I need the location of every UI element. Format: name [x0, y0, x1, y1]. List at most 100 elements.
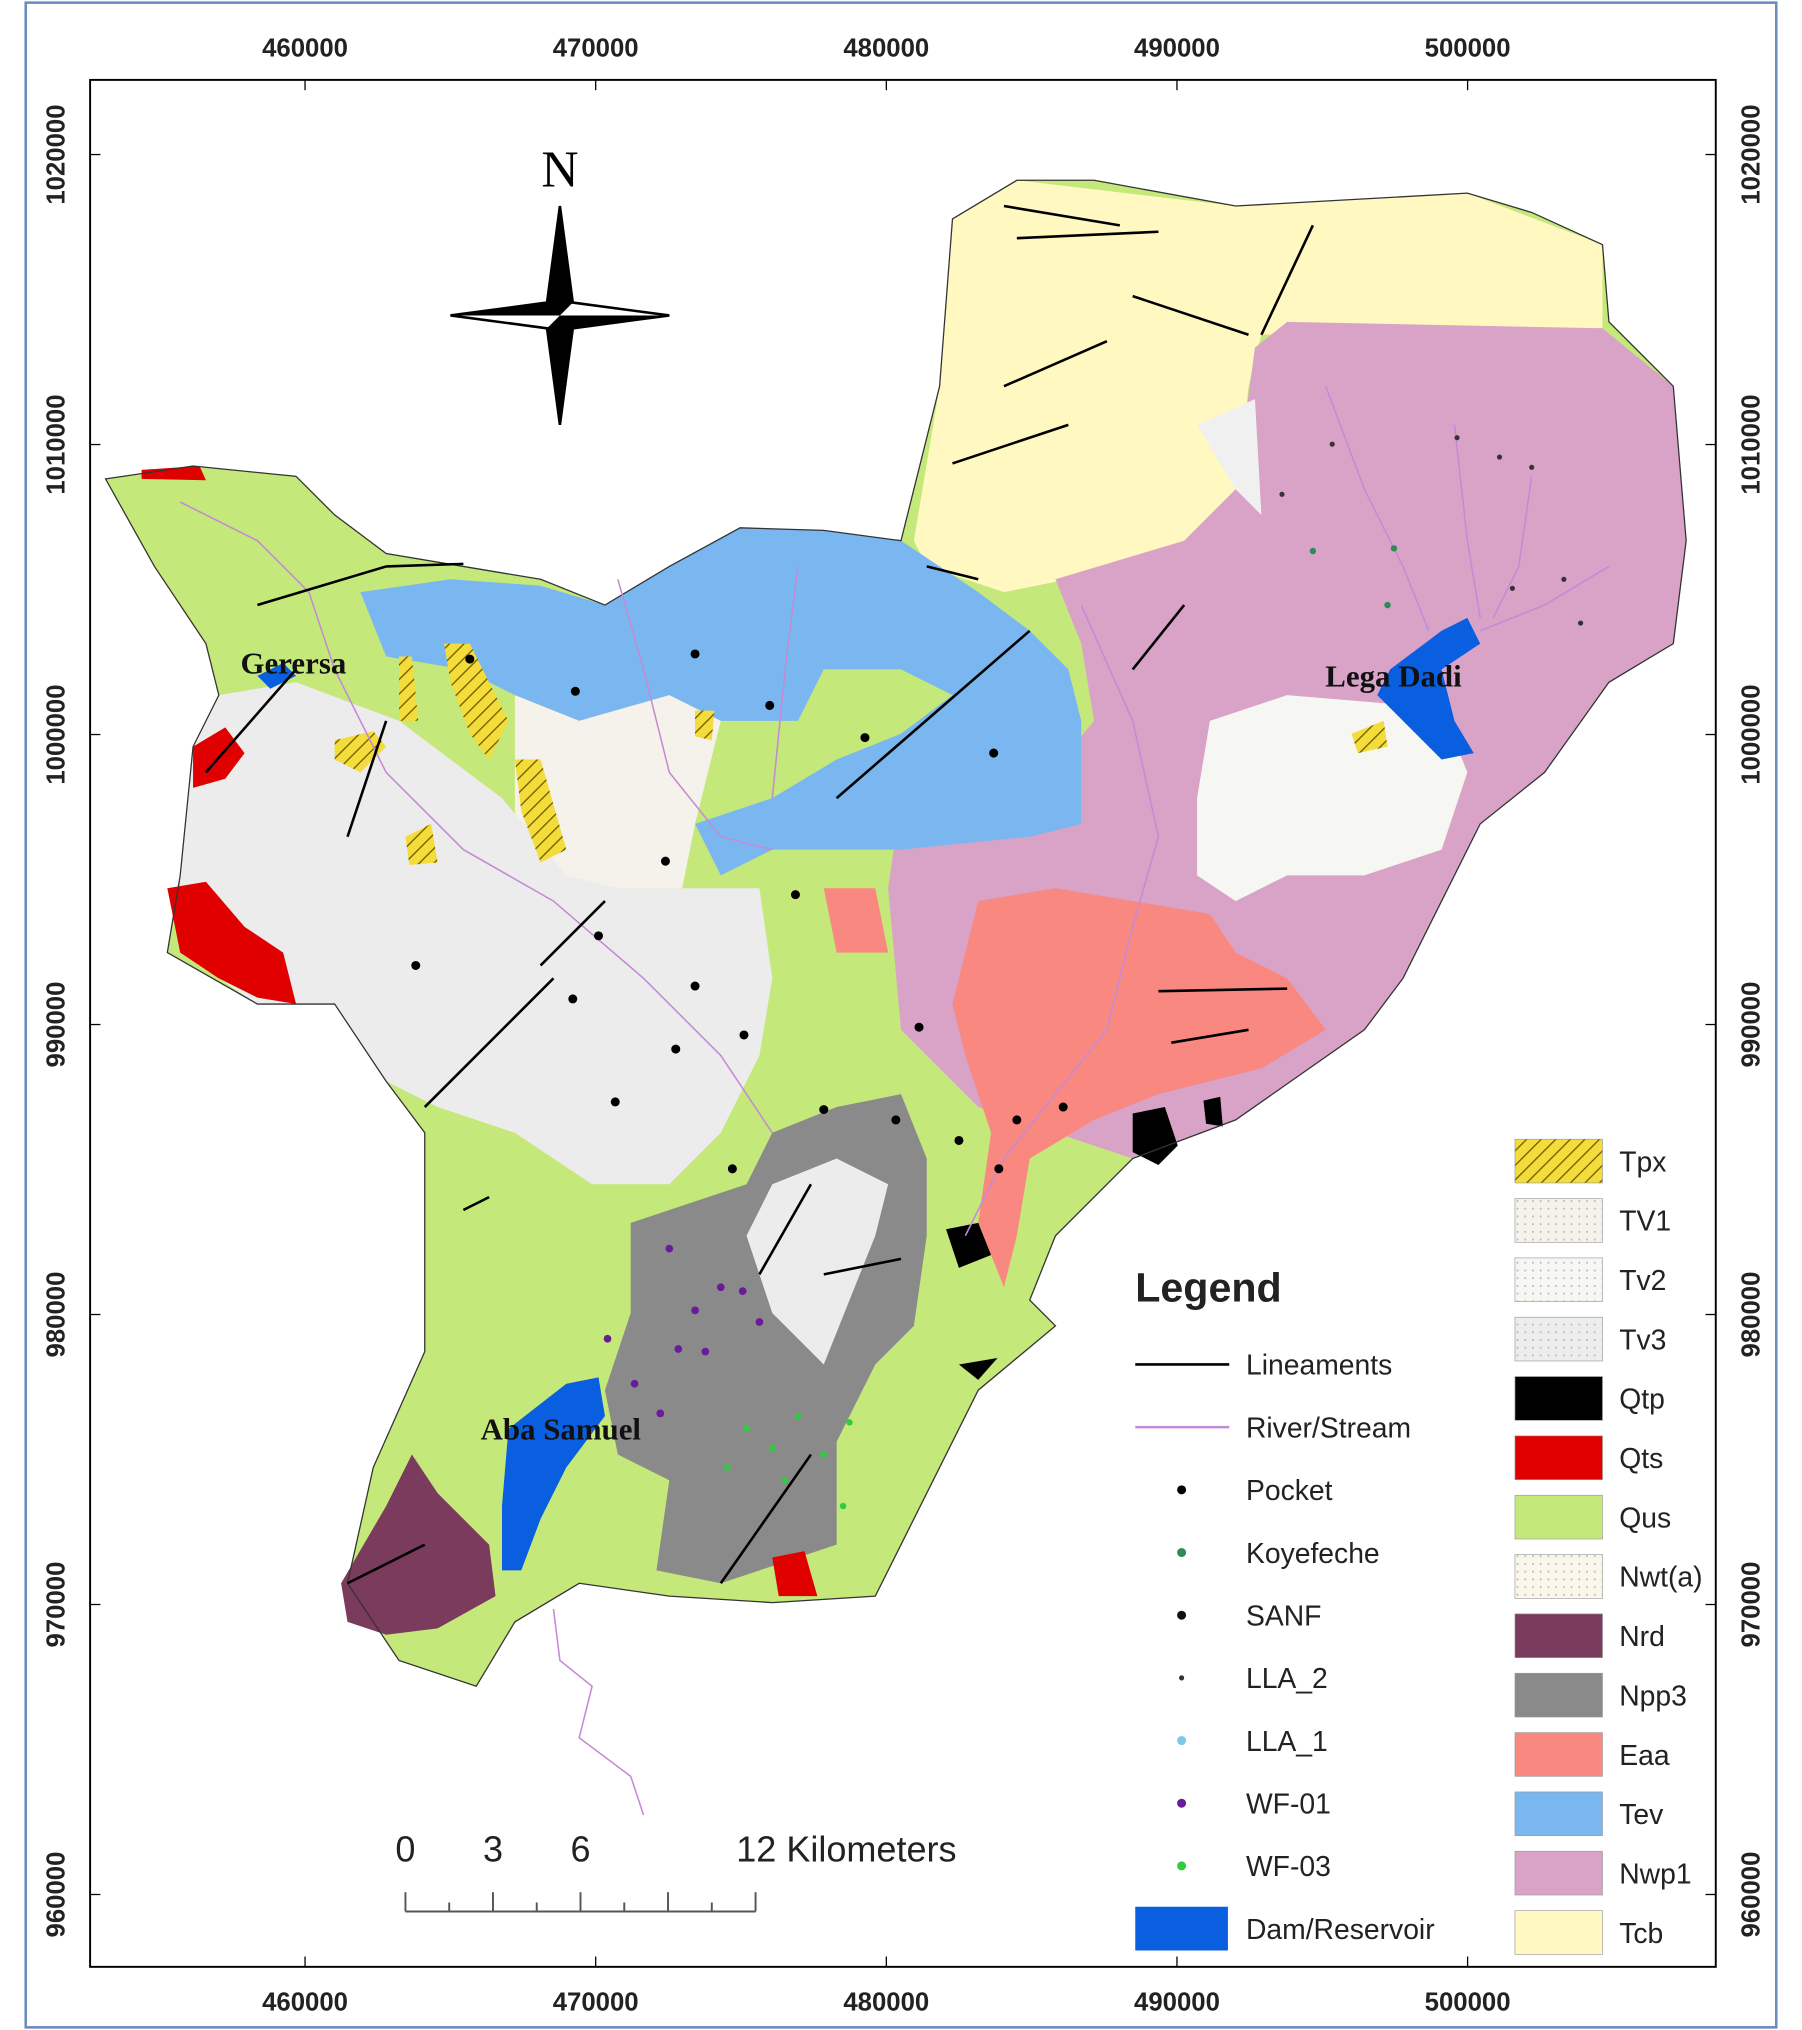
pocket-point [739, 1030, 749, 1040]
unit-tcb [913, 180, 1603, 593]
legend-swatch [1514, 1613, 1603, 1658]
river [552, 1608, 645, 1816]
x-tick-label: 460000 [262, 1989, 348, 2017]
legend-point [1177, 1736, 1187, 1746]
y-tick-label: 990000 [1738, 982, 1766, 1068]
lineament [1131, 604, 1186, 671]
wf01-point [603, 1334, 612, 1343]
legend-swatch [1514, 1732, 1603, 1777]
lineament [346, 720, 388, 838]
wf03-point [781, 1477, 789, 1484]
lla2-point [1561, 576, 1567, 582]
outer-border [24, 1, 1778, 2029]
y-tick-label: 970000 [42, 1562, 70, 1648]
pocket-point [610, 1097, 620, 1107]
legend-label: TV1 [1619, 1205, 1671, 1237]
pocket-point [594, 931, 604, 941]
legend-label: Tpx [1619, 1145, 1666, 1177]
scale-label: 12 Kilometers [736, 1828, 956, 1869]
wf01-point [738, 1287, 747, 1295]
lla2-point [1578, 620, 1584, 626]
unit-tv3-b [746, 1158, 889, 1365]
lineament [257, 565, 387, 607]
x-tick-label: 500000 [1425, 35, 1511, 63]
legend-label: WF-03 [1246, 1850, 1331, 1882]
legend-point [1179, 1675, 1185, 1681]
wf01-point [665, 1244, 674, 1253]
lla2-point [1529, 464, 1535, 470]
koyefeche-point [1309, 547, 1317, 555]
x-tick-label: 480000 [843, 1989, 929, 2017]
place-label: Aba Samuel [481, 1412, 642, 1447]
lineament [952, 423, 1069, 465]
unit-tv2 [1197, 695, 1468, 902]
lla2-point [1279, 491, 1285, 497]
legend-label: Qtp [1619, 1383, 1665, 1415]
unit-eaa [823, 888, 1326, 1288]
wf03-point [846, 1419, 853, 1426]
wf03-point [724, 1464, 731, 1471]
north-label: N [541, 142, 578, 199]
wf03-point [820, 1451, 827, 1458]
y-tick-label: 1020000 [1738, 104, 1766, 204]
lineament [423, 977, 555, 1108]
legend-swatch [1514, 1138, 1603, 1184]
north-arrow: N [450, 142, 670, 426]
x-tick-label: 480000 [843, 35, 929, 63]
x-tick-label: 470000 [553, 1989, 639, 2017]
y-tick-label: 1020000 [42, 104, 70, 204]
wf01-point [716, 1283, 725, 1292]
unit-nrd [341, 1454, 496, 1635]
pocket-point [819, 1105, 829, 1115]
pocket-point [790, 890, 800, 900]
pocket-point [465, 654, 475, 664]
koyefeche-point [1390, 545, 1398, 552]
pocket-point [727, 1164, 737, 1174]
legend-label: Pocket [1246, 1474, 1333, 1506]
wf01-point [691, 1306, 699, 1315]
wf01-point [701, 1347, 710, 1356]
pocket-point [954, 1135, 964, 1146]
pocket-point [568, 994, 578, 1004]
lla2-point [1329, 441, 1335, 447]
x-tick-label: 490000 [1134, 35, 1220, 63]
legend-swatch [1514, 1910, 1603, 1955]
legend-label: Nrd [1619, 1620, 1665, 1652]
x-tick-label: 470000 [553, 35, 639, 63]
pocket-point [891, 1115, 901, 1125]
lineament [1132, 294, 1249, 336]
lineament [539, 900, 606, 967]
place-label: Lega Dadi [1325, 659, 1462, 694]
lineaments [204, 204, 1315, 1585]
legend-label: Dam/Reservoir [1246, 1913, 1435, 1945]
y-tick-label: 970000 [1738, 1562, 1766, 1648]
x-tick-label: 500000 [1425, 1989, 1511, 2017]
legend-label: Tcb [1619, 1917, 1663, 1949]
legend-swatch [1514, 1672, 1603, 1718]
y-tick-label: 980000 [1738, 1272, 1766, 1358]
y-tick-label: 1010000 [42, 394, 70, 494]
legend-swatch-dots [1514, 1257, 1603, 1302]
x-tick-label: 490000 [1134, 1989, 1220, 2017]
legend-label: Koyefeche [1246, 1537, 1380, 1569]
pocket-point [989, 748, 999, 758]
pocket-point [411, 960, 421, 970]
lineament [835, 629, 1031, 800]
legend-label: Nwp1 [1619, 1857, 1691, 1889]
pocket-point [1058, 1102, 1068, 1112]
lineament [823, 1257, 902, 1276]
pocket-point [570, 686, 580, 696]
y-tick-label: 980000 [42, 1272, 70, 1358]
river [179, 501, 773, 1134]
legend-swatch [1135, 1906, 1228, 1951]
scale-label: 3 [483, 1828, 503, 1869]
wf01-point [656, 1409, 665, 1418]
scale-bar [404, 1892, 757, 1913]
lineament [1003, 204, 1121, 227]
scale-label: 0 [395, 1828, 415, 1869]
lineament [1158, 987, 1288, 993]
pocket-point [860, 733, 870, 743]
unit-tv3 [180, 682, 773, 1185]
unit-tev [360, 527, 1082, 876]
